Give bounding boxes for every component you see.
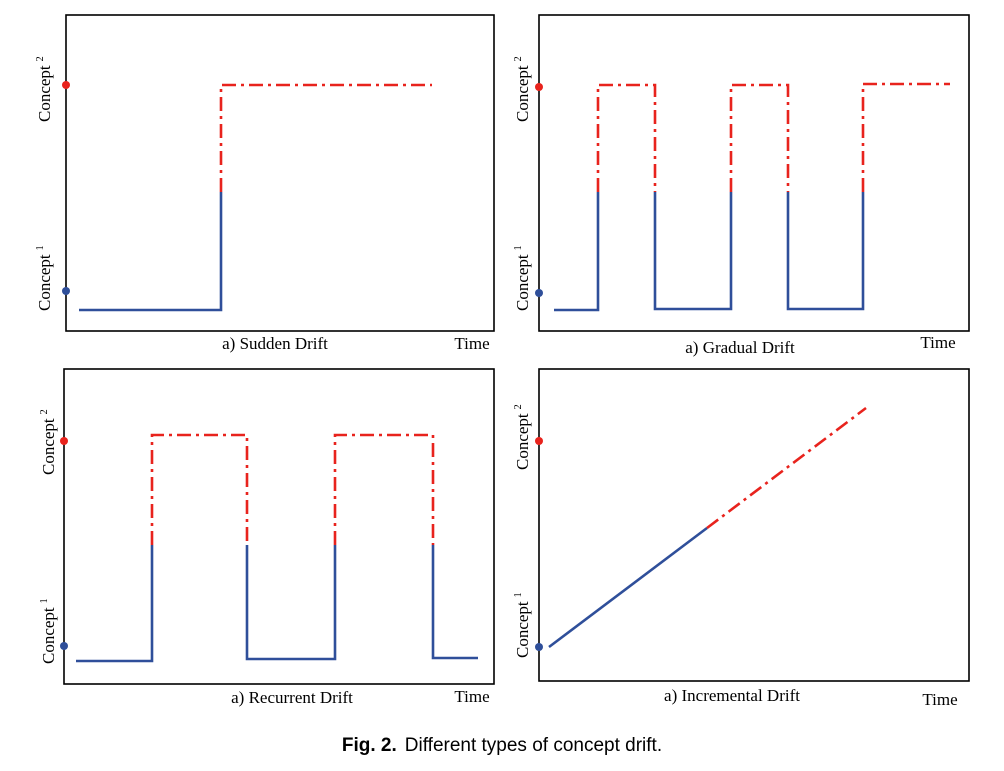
concept1-line xyxy=(554,192,600,312)
concept1-axis-label: Concept1 xyxy=(513,245,532,311)
concept2-axis-label: Concept2 xyxy=(35,56,54,122)
panel-frame xyxy=(538,368,970,682)
concept1-marker xyxy=(60,642,68,650)
caption-text: Different types of concept drift. xyxy=(404,735,663,756)
concept1-line xyxy=(79,192,223,312)
concept1-marker xyxy=(535,643,543,651)
concept1-axis-label: Concept1 xyxy=(39,598,58,664)
concept1-line xyxy=(245,545,337,661)
concept2-line xyxy=(729,83,790,192)
concept1-line xyxy=(653,192,733,311)
panel-title: a) Incremental Drift xyxy=(664,686,800,705)
concept1-line xyxy=(548,526,708,649)
time-axis-label: Time xyxy=(922,690,957,709)
concept2-line xyxy=(333,433,435,545)
panel-frame xyxy=(63,368,495,685)
panel-title: a) Sudden Drift xyxy=(222,334,328,353)
concept1-marker xyxy=(535,289,543,297)
panel-title: a) Gradual Drift xyxy=(685,338,795,357)
concept1-axis-label: Concept1 xyxy=(513,592,532,658)
panel-sudden-drift: Concept2 Concept1 a) Sudden Drift Time xyxy=(35,14,495,353)
panel-frame xyxy=(538,14,970,332)
time-axis-label: Time xyxy=(454,687,489,706)
concept1-line xyxy=(431,545,478,660)
concept1-marker xyxy=(62,287,70,295)
concept2-line xyxy=(150,433,249,545)
concept2-axis-label: Concept2 xyxy=(513,56,532,122)
panel-recurrent-drift: Concept2 Concept1 a) Recurrent Drift Tim… xyxy=(39,368,495,707)
panel-title: a) Recurrent Drift xyxy=(231,688,353,707)
figure-caption: Fig. 2. Different types of concept drift. xyxy=(0,735,1004,757)
panel-gradual-drift: Concept2 Concept1 a) Gradual Drift Time xyxy=(513,14,970,357)
concept2-marker xyxy=(535,437,543,445)
concept2-line xyxy=(706,406,867,530)
time-axis-label: Time xyxy=(920,333,955,352)
concept2-marker xyxy=(60,437,68,445)
concept1-axis-label: Concept1 xyxy=(35,245,54,311)
concept2-marker xyxy=(62,81,70,89)
panel-frame xyxy=(65,14,495,332)
panel-incremental-drift: Concept2 Concept1 a) Incremental Drift T… xyxy=(513,368,970,709)
concept2-line xyxy=(861,82,950,192)
time-axis-label: Time xyxy=(454,334,489,353)
concept2-axis-label: Concept2 xyxy=(39,409,58,475)
concept1-line xyxy=(76,545,154,663)
concept1-line xyxy=(786,192,865,311)
caption-label: Fig. 2. xyxy=(341,735,397,756)
concept2-axis-label: Concept2 xyxy=(513,404,532,470)
concept2-line xyxy=(219,83,432,192)
concept2-line xyxy=(596,83,657,192)
concept2-marker xyxy=(535,83,543,91)
